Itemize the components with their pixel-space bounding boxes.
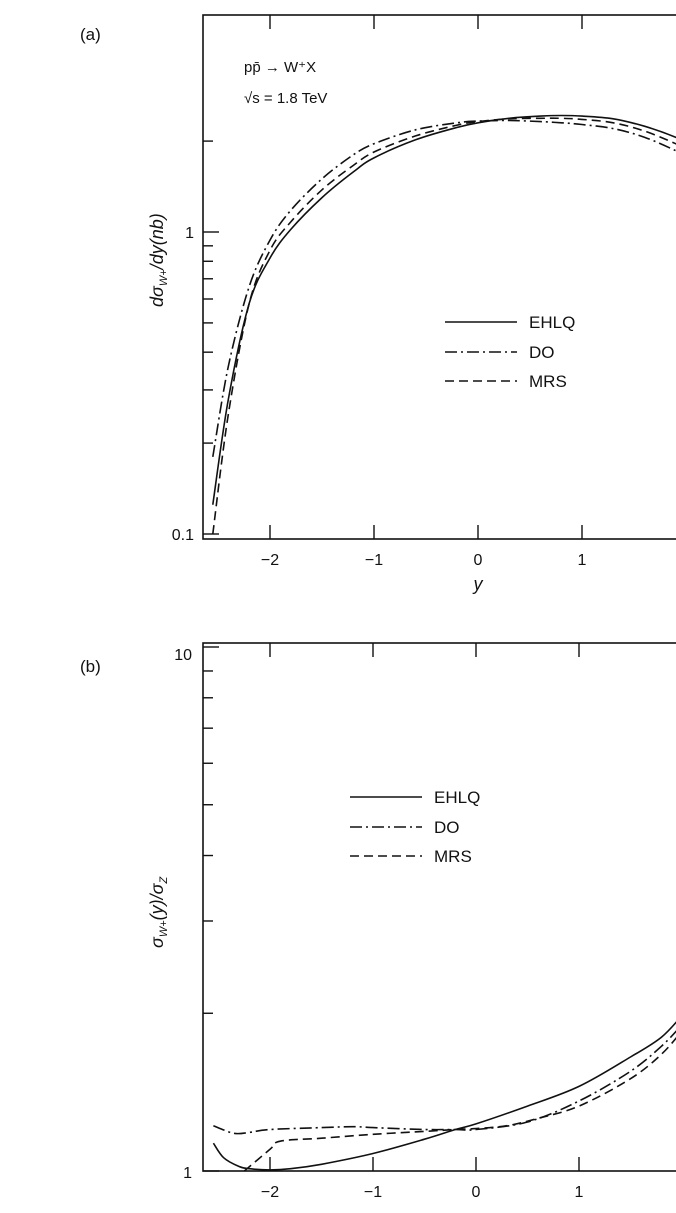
panel-b-xtick-label-2: 0 <box>472 1184 481 1201</box>
panel-a-ytick-label-0.1: 0.1 <box>172 527 194 544</box>
panel-a-legend: EHLQ DO MRS <box>445 313 575 391</box>
panel-a-ylabel: dσW+/dy(nb) <box>147 213 170 307</box>
panel-a: (a) −2 −1 0 1 1 0.1 y dσW+/dy(nb) pp̄ → W⁺X… <box>80 14 676 594</box>
panel-a-ytick-label-1: 1 <box>185 225 194 242</box>
panel-b-legend-label-mrs: MRS <box>434 847 472 866</box>
panel-a-xtick-label-3: 1 <box>578 552 587 569</box>
panel-a-xtick-label-1: −1 <box>365 552 383 569</box>
panel-a-ticks: −2 −1 0 1 <box>203 15 587 569</box>
panel-b-frame <box>202 642 676 1172</box>
panel-b-curves <box>212 1021 676 1171</box>
panel-b-ytick-label-1: 1 <box>183 1165 192 1182</box>
panel-a-label: (a) <box>80 25 101 44</box>
panel-a-process-annotation: pp̄ → W⁺X <box>244 59 316 76</box>
panel-a-legend-label-mrs: MRS <box>529 372 567 391</box>
panel-b-series-do <box>213 1030 676 1135</box>
panel-a-energy-annotation: √s = 1.8 TeV <box>244 90 327 107</box>
panel-a-xtick-label-2: 0 <box>474 552 483 569</box>
panel-b-label: (b) <box>80 657 101 676</box>
panel-a-series-do <box>212 119 676 458</box>
panel-b-xtick-label-3: 1 <box>575 1184 584 1201</box>
panel-b-legend: EHLQ DO MRS <box>350 788 480 866</box>
panel-a-legend-label-do: DO <box>529 343 555 362</box>
panel-b-ticks: −2 −1 0 1 <box>203 643 584 1201</box>
panel-a-curves <box>212 114 676 535</box>
panel-b: (b) −2 −1 0 1 10 1 σW+(y)/σZ EHLQ DO MRS <box>80 642 676 1201</box>
panel-a-series-ehlq <box>212 114 676 505</box>
panel-b-xtick-label-1: −1 <box>364 1184 382 1201</box>
panel-a-xtick-label-0: −2 <box>261 552 279 569</box>
panel-a-series-mrs <box>212 117 676 535</box>
panel-a-legend-label-ehlq: EHLQ <box>529 313 575 332</box>
panel-b-legend-label-do: DO <box>434 818 460 837</box>
panel-b-xtick-label-0: −2 <box>261 1184 279 1201</box>
panel-a-xlabel: y <box>472 574 484 594</box>
panel-a-frame <box>202 14 676 540</box>
panel-b-ylabel: σW+(y)/σZ <box>147 875 170 948</box>
panel-b-series-mrs <box>243 1037 676 1171</box>
panel-b-ytick-label-10: 10 <box>174 647 192 664</box>
panel-b-legend-label-ehlq: EHLQ <box>434 788 480 807</box>
panel-b-series-ehlq <box>212 1021 676 1171</box>
